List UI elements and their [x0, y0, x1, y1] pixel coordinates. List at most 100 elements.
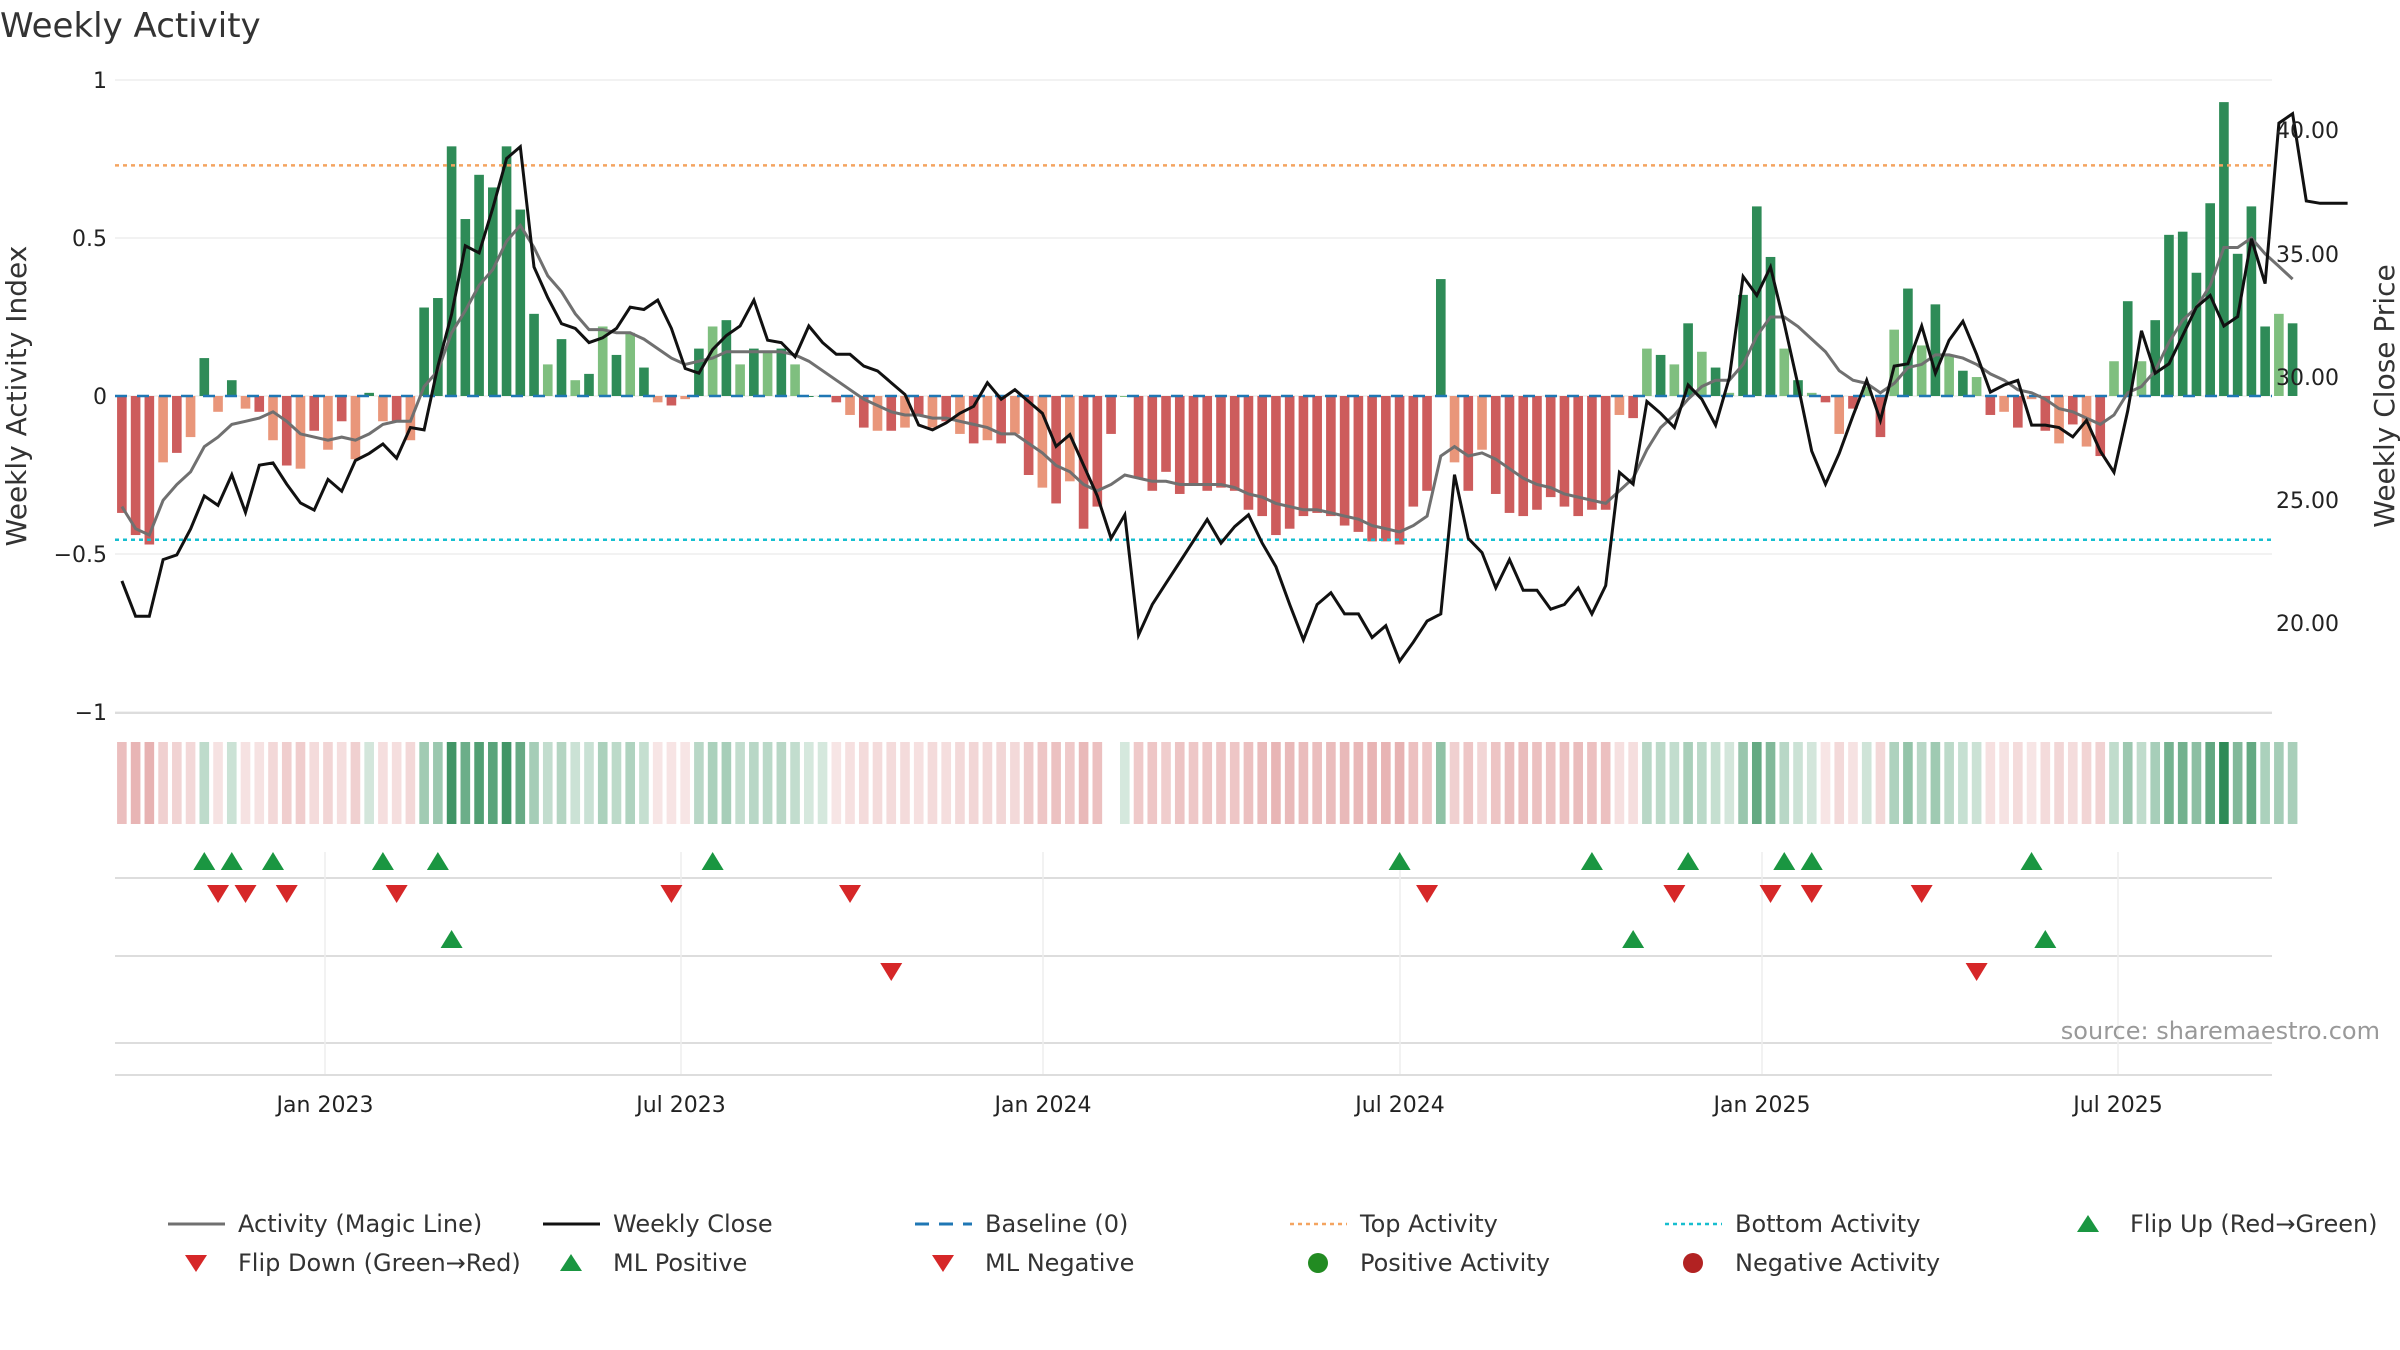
activity-bar [1985, 396, 1996, 415]
legend-label: ML Positive [613, 1249, 747, 1277]
activity-bar [1284, 396, 1295, 529]
activity-bar [1353, 396, 1364, 532]
activity-bar [584, 373, 594, 396]
activity-bar [1559, 396, 1570, 507]
heat-cell [1848, 742, 1858, 824]
heat-cell [1394, 742, 1405, 824]
heat-cell [955, 742, 965, 824]
ml-negative-marker [880, 963, 903, 981]
activity-bar [378, 396, 388, 422]
activity-bar [1944, 354, 1954, 396]
heat-cell [130, 742, 141, 824]
heat-cell [488, 742, 498, 824]
heat-cell [1257, 742, 1268, 824]
activity-bar [2013, 396, 2023, 428]
heat-cell [1147, 742, 1158, 824]
heat-cell [2109, 742, 2119, 824]
flip-down-marker [660, 885, 683, 903]
activity-bar [996, 396, 1006, 444]
heat-cell [1655, 742, 1666, 824]
heat-cell [1697, 742, 1707, 824]
activity-bar [1490, 396, 1501, 494]
activity-bar [1532, 396, 1542, 510]
heat-cell [1188, 742, 1199, 824]
heat-cell [1820, 742, 1831, 824]
y2-tick-label: 35.00 [2276, 243, 2339, 268]
heat-cell [1683, 742, 1693, 824]
heat-strip [117, 742, 2298, 824]
heat-cell [1422, 742, 1432, 824]
heat-cell [1614, 742, 1625, 824]
heat-cell [1367, 742, 1377, 824]
activity-bar [2164, 234, 2174, 396]
activity-bar [707, 326, 718, 396]
heat-cell [804, 742, 814, 824]
flip-up-marker [261, 852, 284, 870]
heat-cell [1958, 742, 1968, 824]
activity-bar [1119, 396, 1130, 397]
activity-bar [721, 320, 732, 396]
heat-cell [845, 742, 855, 824]
activity-bar [2287, 323, 2298, 396]
activity-bar [1023, 396, 1034, 475]
activity-bar [2150, 320, 2161, 396]
heat-cell [2246, 742, 2257, 824]
ml-negative-marker [1965, 963, 1988, 981]
activity-bar [185, 396, 196, 438]
legend-label: Flip Down (Green→Red) [238, 1249, 521, 1277]
heat-cell [872, 742, 883, 824]
activity-bar [1298, 396, 1309, 517]
heat-cell [172, 742, 182, 824]
heat-cell [378, 742, 388, 824]
flip-up-marker [193, 852, 216, 870]
activity-bar [1587, 396, 1597, 510]
legend-label: Negative Activity [1735, 1249, 1940, 1277]
activity-bar [117, 396, 127, 513]
heat-cell [350, 742, 361, 824]
heat-cell [858, 742, 869, 824]
legend-label: Flip Up (Red→Green) [2130, 1210, 2378, 1238]
legend-swatch [185, 1255, 207, 1272]
flip-down-marker [234, 885, 257, 903]
heat-cell [556, 742, 567, 824]
activity-bar [1930, 304, 1941, 396]
activity-bar [611, 354, 622, 396]
legend-item: Top Activity [1290, 1210, 1498, 1238]
activity-bar [1820, 396, 1831, 403]
heat-cell [336, 742, 347, 824]
activity-bar [336, 396, 347, 422]
flip-down-marker [1416, 885, 1439, 903]
activity-bar [1037, 396, 1048, 488]
activity-bar [982, 396, 993, 441]
legend-item: ML Positive [560, 1249, 747, 1277]
legend-item: Flip Down (Green→Red) [185, 1249, 521, 1277]
activity-bar [570, 380, 581, 396]
heat-cell [2040, 742, 2051, 824]
heat-cell [1944, 742, 1954, 824]
heat-cell [268, 742, 278, 824]
heat-cell [2287, 742, 2298, 824]
heat-cell [2164, 742, 2174, 824]
heat-cell [776, 742, 787, 824]
heat-cell [1751, 742, 1762, 824]
activity-bar [927, 396, 938, 428]
heat-cell [611, 742, 622, 824]
activity-bar [542, 364, 553, 396]
activity-bar [1435, 279, 1446, 396]
heat-cell [501, 742, 512, 824]
activity-bar [309, 396, 320, 431]
heat-cell [474, 742, 484, 824]
heat-cell [2136, 742, 2147, 824]
legend-swatch [1683, 1253, 1703, 1273]
legend-item: ML Negative [932, 1249, 1134, 1277]
flip-up-marker [1800, 852, 1823, 870]
heat-cell [226, 742, 237, 824]
activity-bar [1394, 396, 1405, 545]
heat-cell [1669, 742, 1680, 824]
activity-bar [1216, 396, 1226, 488]
ml-positive-marker [2034, 930, 2057, 948]
heat-cell [1435, 742, 1446, 824]
heat-cell [1903, 742, 1913, 824]
activity-bar [886, 396, 897, 431]
heat-cell [1202, 742, 1213, 824]
